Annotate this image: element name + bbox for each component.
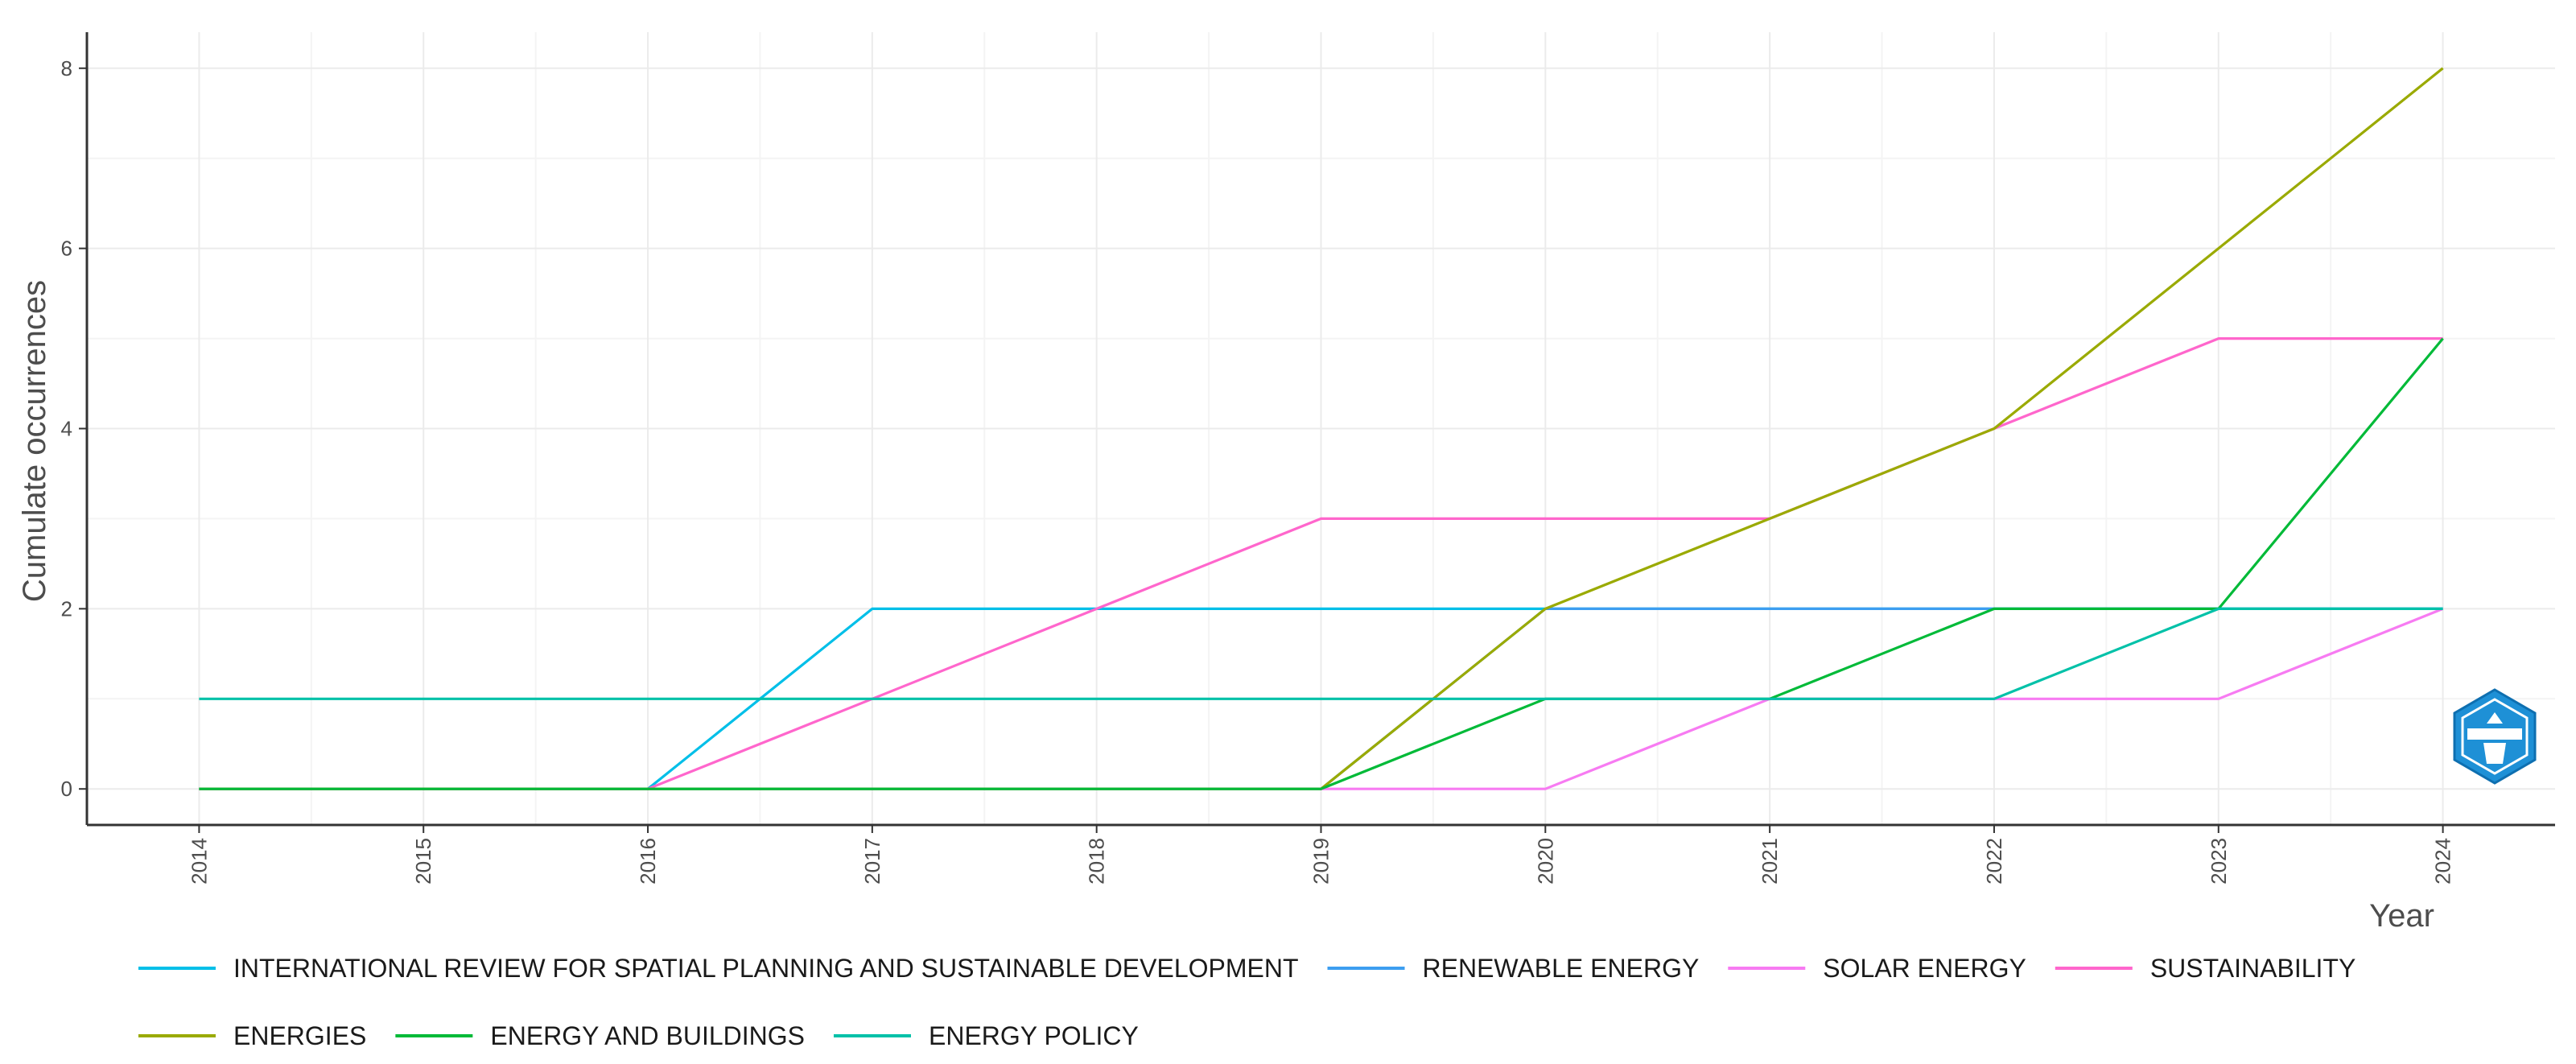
bibliometrix-logo <box>2453 688 2537 785</box>
x-tick-label: 2014 <box>187 838 211 885</box>
y-tick-label: 8 <box>61 56 72 80</box>
legend-item-international-review-for-spatial-planning-and-sustainable-development: INTERNATIONAL REVIEW FOR SPATIAL PLANNIN… <box>138 954 1299 983</box>
series-line-energy-and-buildings <box>199 337 2444 790</box>
legend-item-energy-and-buildings: ENERGY AND BUILDINGS <box>395 1021 805 1050</box>
series-lines <box>199 67 2444 790</box>
legend-label: INTERNATIONAL REVIEW FOR SPATIAL PLANNIN… <box>233 954 1299 983</box>
series-line-energy-policy <box>199 607 2443 700</box>
x-tick-label: 2016 <box>636 838 660 885</box>
x-axis-title: Year <box>2369 898 2434 934</box>
legend-label: ENERGIES <box>233 1021 366 1050</box>
y-ticks: 0 2 4 6 8 <box>61 56 87 801</box>
x-tick-label: 2015 <box>411 838 435 885</box>
legend: INTERNATIONAL REVIEW FOR SPATIAL PLANNIN… <box>138 954 2355 1050</box>
x-tick-label: 2023 <box>2207 838 2231 885</box>
legend-label: SUSTAINABILITY <box>2150 954 2355 983</box>
x-ticks: 2014 2015 2016 2017 2018 2019 2020 2021 2022 2023… <box>187 825 2455 885</box>
legend-label: SOLAR ENERGY <box>1823 954 2026 983</box>
legend-item-sustainability: SUSTAINABILITY <box>2055 954 2355 983</box>
y-tick-label: 4 <box>61 417 72 441</box>
y-tick-label: 0 <box>61 777 72 801</box>
legend-item-renewable-energy: RENEWABLE ENERGY <box>1327 954 1700 983</box>
x-tick-label: 2019 <box>1309 838 1333 885</box>
x-tick-label: 2017 <box>860 838 884 885</box>
y-tick-label: 2 <box>61 596 72 621</box>
x-tick-label: 2024 <box>2431 838 2455 885</box>
x-tick-label: 2018 <box>1085 838 1109 885</box>
x-tick-label: 2022 <box>1982 838 2006 885</box>
y-tick-label: 6 <box>61 237 72 261</box>
legend-label: ENERGY POLICY <box>929 1021 1139 1050</box>
legend-label: ENERGY AND BUILDINGS <box>490 1021 805 1050</box>
x-tick-label: 2020 <box>1533 838 1557 885</box>
legend-item-energies: ENERGIES <box>138 1021 366 1050</box>
legend-item-solar-energy: SOLAR ENERGY <box>1728 954 2026 983</box>
x-tick-label: 2021 <box>1758 838 1782 885</box>
legend-item-energy-policy: ENERGY POLICY <box>834 1021 1139 1050</box>
y-axis-title: Cumulate occurrences <box>17 280 52 602</box>
legend-label: RENEWABLE ENERGY <box>1423 954 1700 983</box>
